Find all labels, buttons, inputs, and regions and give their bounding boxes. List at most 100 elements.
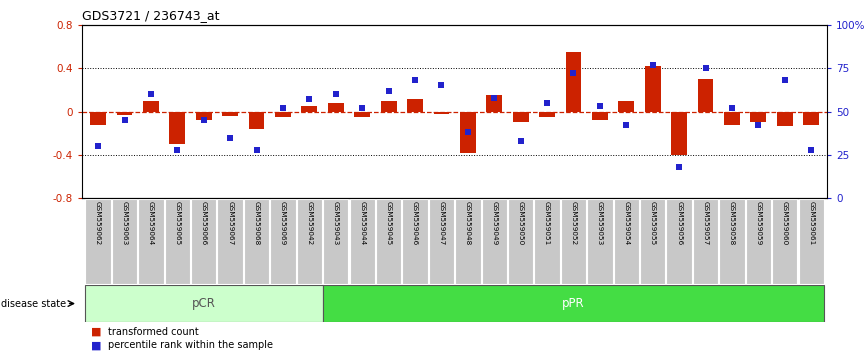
Text: GSM559047: GSM559047 [438,201,444,245]
Point [382,88,396,93]
Bar [85,285,323,322]
Text: ■: ■ [91,327,101,337]
Bar [143,101,158,112]
Text: GSM559056: GSM559056 [676,201,682,245]
Text: GSM559046: GSM559046 [412,201,418,245]
Bar [170,112,185,144]
Bar [381,101,397,112]
Point [461,130,475,135]
Text: GSM559068: GSM559068 [254,201,260,245]
Text: GSM559066: GSM559066 [201,201,207,245]
Bar [323,199,348,284]
Bar [693,199,718,284]
Point [778,78,792,83]
Point [118,118,132,123]
Bar [90,112,106,125]
Bar [275,112,291,117]
Bar [592,112,608,120]
Bar [724,112,740,125]
Point [171,147,184,153]
Bar [561,199,586,284]
Point [514,138,527,144]
Bar [481,199,507,284]
Bar [407,98,423,112]
Text: GSM559065: GSM559065 [174,201,180,245]
Bar [720,199,745,284]
Text: GSM559050: GSM559050 [518,201,524,245]
Text: GSM559042: GSM559042 [307,201,313,245]
Point [488,95,501,101]
Text: GSM559063: GSM559063 [121,201,127,245]
Bar [376,199,401,284]
Point [329,91,343,97]
Text: GSM559062: GSM559062 [95,201,101,245]
Bar [587,199,612,284]
Bar [223,112,238,116]
Text: GSM559060: GSM559060 [782,201,788,245]
Bar [86,199,111,284]
Text: GSM559064: GSM559064 [148,201,154,245]
Bar [460,112,475,153]
Text: GSM559044: GSM559044 [359,201,365,245]
Bar [434,112,449,114]
Bar [772,199,798,284]
Bar [798,199,824,284]
Bar [323,285,824,322]
Bar [698,79,714,112]
Bar [301,106,317,112]
Point [435,82,449,88]
Point [646,62,660,68]
Point [355,105,369,111]
Bar [354,112,370,117]
Text: ■: ■ [91,340,101,350]
Bar [513,112,528,122]
Point [672,164,686,170]
Bar [249,112,264,129]
Point [566,70,580,76]
Bar [751,112,766,122]
Point [249,147,263,153]
Bar [804,112,819,125]
Point [593,103,607,109]
Point [619,122,633,128]
Text: GSM559059: GSM559059 [755,201,761,245]
Point [144,91,158,97]
Point [91,143,105,149]
Text: percentile rank within the sample: percentile rank within the sample [108,340,274,350]
Text: GSM559045: GSM559045 [385,201,391,245]
Text: GSM559048: GSM559048 [465,201,471,245]
Bar [614,199,639,284]
Point [302,97,316,102]
Text: GSM559053: GSM559053 [597,201,603,245]
Text: GSM559054: GSM559054 [624,201,630,245]
Bar [746,199,771,284]
Bar [165,199,190,284]
Point [276,105,290,111]
Bar [487,95,502,112]
Bar [196,112,211,120]
Bar [671,112,687,155]
Bar [117,112,132,115]
Bar [508,199,533,284]
Text: GSM559049: GSM559049 [491,201,497,245]
Bar [191,199,216,284]
Bar [777,112,792,126]
Text: transformed count: transformed count [108,327,199,337]
Point [725,105,739,111]
Text: GSM559057: GSM559057 [702,201,708,245]
Point [699,65,713,71]
Bar [429,199,454,284]
Bar [112,199,137,284]
Text: GSM559043: GSM559043 [333,201,339,245]
Point [197,118,210,123]
Bar [297,199,322,284]
Point [223,135,237,140]
Bar [640,199,665,284]
Point [752,122,766,128]
Text: GDS3721 / 236743_at: GDS3721 / 236743_at [82,9,220,22]
Bar [618,101,634,112]
Point [408,78,422,83]
Point [805,147,818,153]
Bar [667,199,692,284]
Bar [270,199,295,284]
